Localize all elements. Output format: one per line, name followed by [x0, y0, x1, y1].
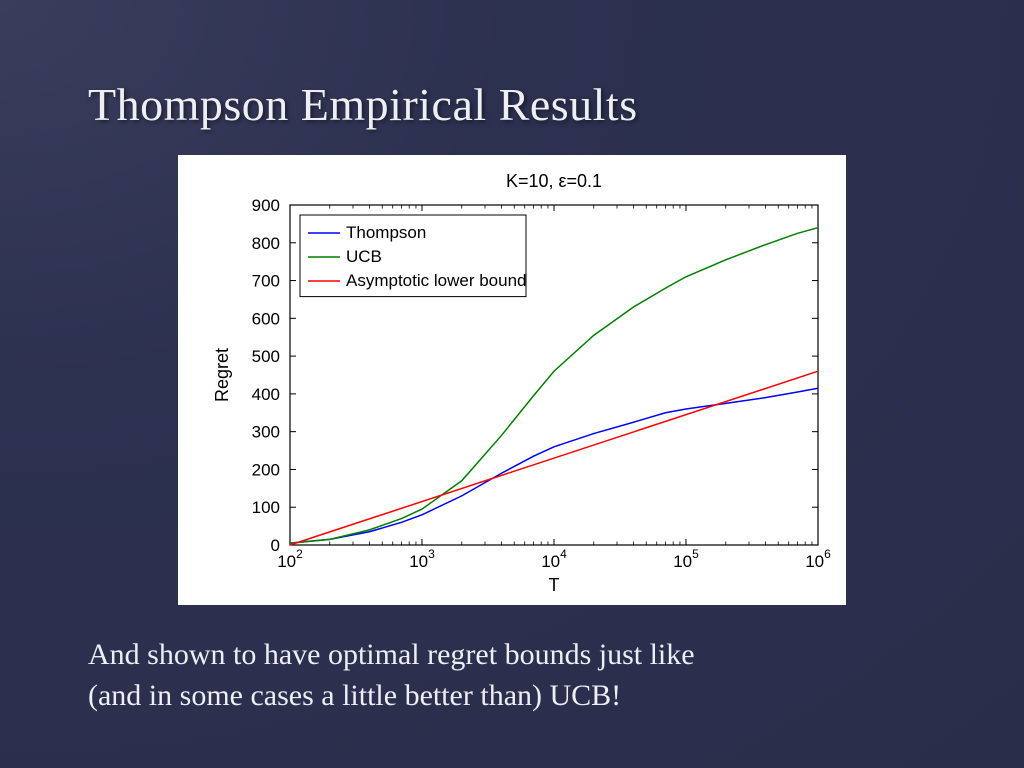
svg-text:UCB: UCB	[346, 247, 382, 266]
slide-caption: And shown to have optimal regret bounds …	[88, 635, 938, 716]
svg-text:Thompson: Thompson	[346, 223, 426, 242]
svg-text:200: 200	[252, 460, 280, 479]
svg-text:K=10, ε=0.1: K=10, ε=0.1	[506, 171, 602, 191]
svg-text:900: 900	[252, 196, 280, 215]
svg-text:Regret: Regret	[212, 348, 232, 402]
svg-text:102: 102	[277, 547, 303, 571]
svg-text:Asymptotic lower bound: Asymptotic lower bound	[346, 271, 526, 290]
svg-text:106: 106	[805, 547, 831, 571]
svg-text:500: 500	[252, 347, 280, 366]
svg-text:700: 700	[252, 272, 280, 291]
slide-title: Thompson Empirical Results	[88, 78, 638, 131]
svg-text:104: 104	[541, 547, 567, 571]
caption-line-2: (and in some cases a little better than)…	[88, 679, 621, 712]
svg-text:600: 600	[252, 309, 280, 328]
caption-line-1: And shown to have optimal regret bounds …	[88, 638, 695, 671]
svg-text:103: 103	[409, 547, 435, 571]
svg-text:T: T	[549, 575, 560, 595]
svg-text:800: 800	[252, 234, 280, 253]
regret-chart: 0100200300400500600700800900102103104105…	[178, 155, 846, 605]
svg-text:105: 105	[673, 547, 699, 571]
chart-container: 0100200300400500600700800900102103104105…	[178, 155, 846, 605]
svg-text:400: 400	[252, 385, 280, 404]
svg-text:300: 300	[252, 423, 280, 442]
svg-text:100: 100	[252, 498, 280, 517]
